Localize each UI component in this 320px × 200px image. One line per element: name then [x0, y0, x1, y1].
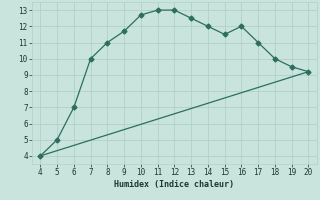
X-axis label: Humidex (Indice chaleur): Humidex (Indice chaleur) [115, 180, 234, 189]
